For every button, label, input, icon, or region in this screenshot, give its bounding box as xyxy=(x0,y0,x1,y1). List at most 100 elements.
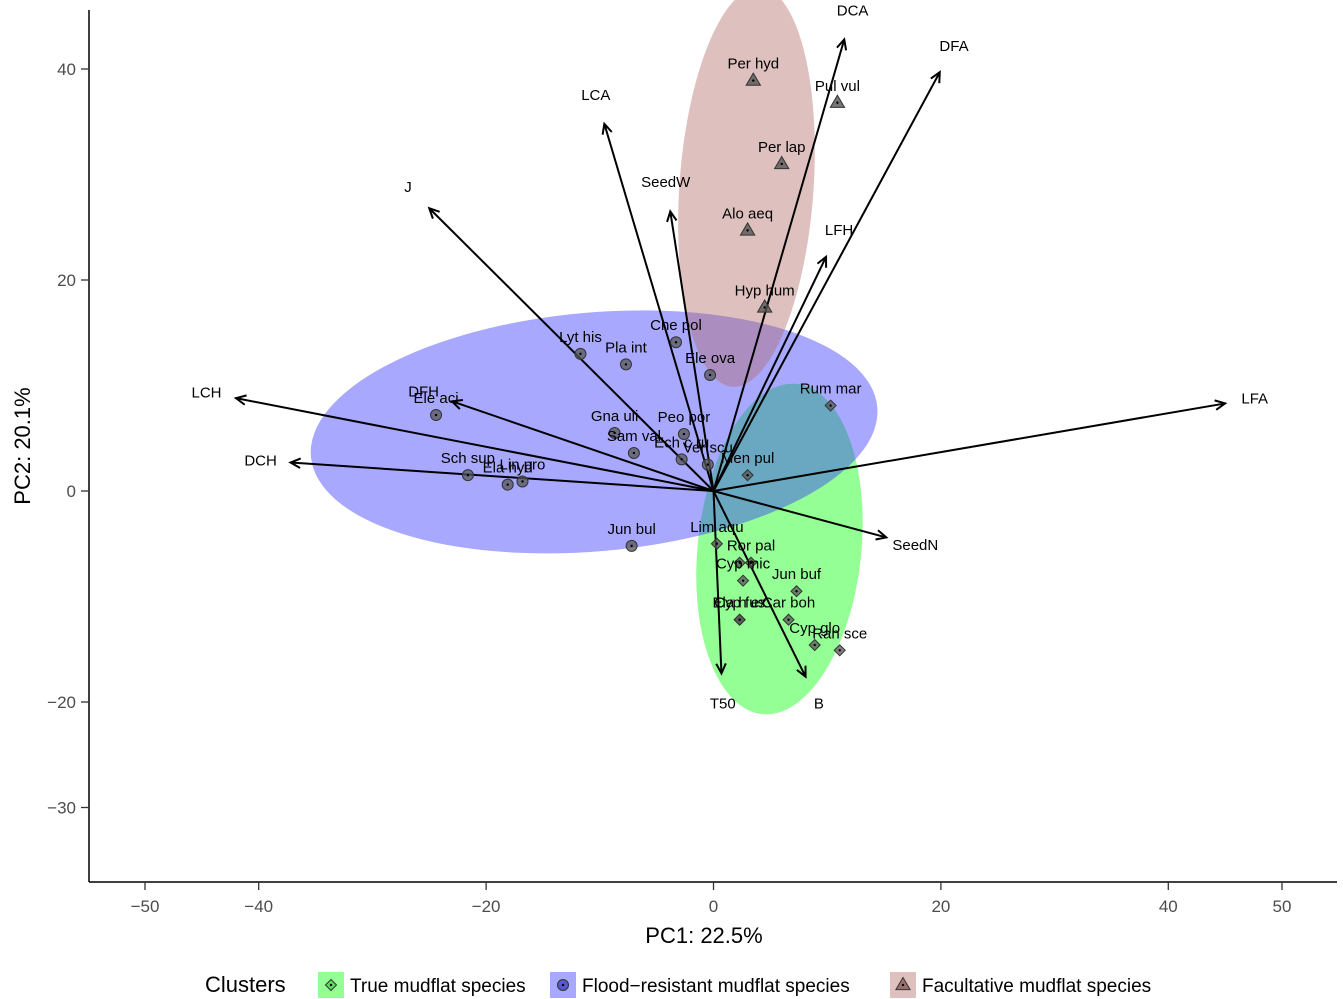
point-facultative-mudflat-species-per-lap xyxy=(773,155,790,170)
point-label-lin-pro: Lin pro xyxy=(500,457,546,474)
loading-arrow-b xyxy=(712,490,807,678)
point-flood-resistant-mudflat-species-ver-scu-dot xyxy=(706,463,710,466)
loading-arrows xyxy=(233,37,1228,679)
point-flood-resistant-mudflat-species-ele-aci-dot xyxy=(434,413,438,417)
arrowhead-dch xyxy=(288,457,302,469)
loading-arrow-j xyxy=(428,207,715,492)
loading-label-dca: DCA xyxy=(837,3,869,20)
point-label-sch-sup: Sch sup xyxy=(441,450,495,467)
point-label-lim-aqu: Lim aqu xyxy=(690,519,743,536)
y-tick-label: −30 xyxy=(47,799,76,818)
loading-arrow-dfa xyxy=(712,71,941,492)
x-axis-title: PC1: 22.5% xyxy=(645,923,762,948)
x-tick-label: 50 xyxy=(1273,897,1292,916)
x-tick-label: −50 xyxy=(131,897,160,916)
point-label-ela-h-ex: Ela h ex xyxy=(713,595,768,612)
point-label-rum-mar: Rum mar xyxy=(800,381,862,398)
legend-key-true-mudflat-species-dot xyxy=(329,983,333,987)
point-flood-resistant-mudflat-species-ele-ova-dot xyxy=(708,373,712,377)
x-tick-label: 40 xyxy=(1159,897,1178,916)
loading-label-lfa: LFA xyxy=(1241,390,1268,407)
point-true-mudflat-species-ela-h-ex-dot xyxy=(738,618,741,621)
point-true-mudflat-species-jun-buf-dot xyxy=(795,590,798,593)
point-label-jun-buf: Jun buf xyxy=(772,566,822,583)
loading-arrow-seedn xyxy=(713,490,887,539)
y-tick-label: 40 xyxy=(57,60,76,79)
species-points xyxy=(430,72,846,657)
y-tick-label: −20 xyxy=(47,693,76,712)
point-label-pla-int: Pla int xyxy=(605,339,648,356)
loading-arrow-lch xyxy=(235,397,714,492)
loading-arrow-lfh xyxy=(712,256,827,492)
point-flood-resistant-mudflat-species-gna-uli-dot xyxy=(613,431,616,435)
point-label-che-pol: Che pol xyxy=(650,317,702,334)
loading-label-dfa: DFA xyxy=(939,38,968,55)
point-facultative-mudflat-species-hyp-hum-dot xyxy=(763,306,766,309)
point-facultative-mudflat-species-hyp-hum xyxy=(756,298,773,313)
point-flood-resistant-mudflat-species-ech-c-ru-dot xyxy=(680,458,683,461)
point-label-cyp-fus: Cyp fus xyxy=(714,595,765,612)
point-label-gna-uli: Gna uli xyxy=(591,408,639,425)
loading-arrow-dfh xyxy=(451,400,714,492)
point-label-pul-vul: Pul vul xyxy=(815,78,860,95)
point-flood-resistant-mudflat-species-pla-int-dot xyxy=(624,363,628,366)
point-true-mudflat-species-cyp-mic-dot xyxy=(741,579,745,582)
legend-item-true-mudflat-species: True mudflat species xyxy=(350,976,526,997)
point-label-alo-aeq: Alo aeq xyxy=(722,205,773,222)
arrowhead-b xyxy=(796,665,807,679)
x-tick-label: 20 xyxy=(931,897,950,916)
arrowhead-lch xyxy=(233,394,247,406)
point-label-per-hyd: Per hyd xyxy=(727,56,779,73)
point-label-ele-ova: Ele ova xyxy=(685,350,736,367)
legend-item-facultative-mudflat-species: Facultative mudflat species xyxy=(922,976,1151,997)
legend-key-facultative-mudflat-species-dot xyxy=(901,983,905,987)
x-tick-label: −20 xyxy=(472,897,501,916)
loading-label-dfh: DFH xyxy=(408,384,439,401)
point-true-mudflat-species-lim-aqu-dot xyxy=(715,542,719,545)
arrowhead-dfh xyxy=(449,399,464,410)
y-tick-label: 20 xyxy=(57,271,76,290)
point-facultative-mudflat-species-alo-aeq xyxy=(739,221,756,236)
point-label-sam-val: Sam val xyxy=(607,428,661,445)
point-label-ele-aci: Ele aci xyxy=(414,390,459,407)
arrowhead-j xyxy=(427,206,440,219)
point-flood-resistant-mudflat-species-peo-por-dot xyxy=(682,432,686,436)
point-true-mudflat-species-ran-sce-dot xyxy=(838,649,841,652)
loading-arrow-lfa xyxy=(713,402,1226,492)
loading-label-seedn: SeedN xyxy=(892,537,938,554)
y-tick-label: 0 xyxy=(67,482,76,501)
point-true-mudflat-species-men-pul-dot xyxy=(746,473,749,477)
loading-label-seedw: SeedW xyxy=(641,174,691,191)
ellipse-flood-resistant-mudflat-species xyxy=(310,310,878,554)
loading-label-lca: LCA xyxy=(581,87,610,104)
x-ticks: −50 −40 −20 0 20 40 50 xyxy=(131,882,1292,916)
ellipse-facultative-mudflat-species xyxy=(678,0,815,387)
arrowhead-lca xyxy=(601,121,613,135)
point-label-car-boh: Car boh xyxy=(762,595,815,612)
point-label-lyt-his: Lyt his xyxy=(559,329,602,346)
arrowhead-seedw xyxy=(666,209,678,223)
point-facultative-mudflat-species-per-hyd-dot xyxy=(752,79,755,82)
point-label-hyp-hum: Hyp hum xyxy=(735,282,795,299)
ellipse-true-mudflat-species xyxy=(696,383,863,715)
point-facultative-mudflat-species-alo-aeq-dot xyxy=(746,229,749,232)
point-flood-resistant-mudflat-species-ela-hyd-dot xyxy=(506,483,509,486)
point-label-ver-scu: Ver scu xyxy=(683,440,733,457)
point-flood-resistant-mudflat-species-sam-val-dot xyxy=(632,451,636,455)
loading-label-t50: T50 xyxy=(710,695,736,712)
point-true-mudflat-species-car-boh-dot xyxy=(787,618,790,621)
loading-arrow-lca xyxy=(603,123,715,492)
point-flood-resistant-mudflat-species-lyt-his-dot xyxy=(579,352,582,356)
cluster-ellipses xyxy=(310,0,878,715)
loading-arrow-dch xyxy=(290,461,714,492)
legend-key-facultative-mudflat-species xyxy=(895,976,911,991)
point-label-cyp-mic: Cyp mic xyxy=(716,556,771,573)
x-tick-label: 0 xyxy=(709,897,718,916)
point-flood-resistant-mudflat-species-sch-sup-dot xyxy=(466,473,470,477)
point-label-per-lap: Per lap xyxy=(758,139,806,156)
loading-arrow-seedw xyxy=(669,211,715,492)
arrowhead-lfa xyxy=(1214,399,1228,411)
loading-labels: DCA DFA LCA J SeedW LFH LCH DFH DCH LFA SeedN T50 B xyxy=(192,3,1269,713)
arrowhead-t50 xyxy=(715,663,727,676)
